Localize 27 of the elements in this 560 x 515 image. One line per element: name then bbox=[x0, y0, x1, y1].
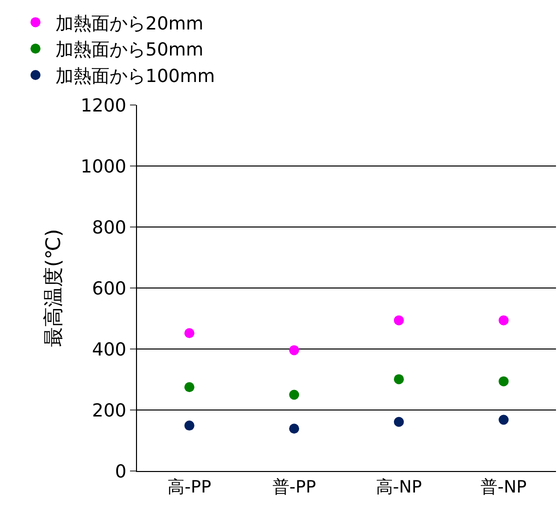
legend-label: 加熱面から100mm bbox=[55, 66, 215, 88]
point bbox=[394, 374, 404, 384]
point bbox=[184, 382, 194, 392]
y-tick-label: 200 bbox=[92, 400, 126, 422]
x-tick-label: 高-NP bbox=[376, 477, 422, 498]
point bbox=[394, 315, 404, 326]
point bbox=[498, 315, 509, 326]
legend-label: 加熱面から20mm bbox=[55, 13, 204, 34]
y-tick-label: 600 bbox=[92, 278, 126, 300]
point bbox=[184, 328, 194, 338]
point bbox=[498, 376, 509, 386]
point bbox=[289, 390, 300, 400]
point bbox=[184, 420, 194, 431]
x-tick-label: 普-PP bbox=[272, 477, 316, 498]
x-tick-label: 普-NP bbox=[480, 477, 527, 498]
y-axis-title: 最高温度(℃) bbox=[41, 228, 66, 348]
y-tick-label: 0 bbox=[114, 461, 126, 482]
point bbox=[498, 414, 509, 425]
legend-label: 加熱面から50mm bbox=[55, 40, 204, 61]
y-tick-label: 800 bbox=[92, 217, 126, 238]
x-tick-label: 高-PP bbox=[168, 477, 212, 498]
point bbox=[394, 416, 404, 427]
y-tick-label: 400 bbox=[92, 339, 126, 360]
point bbox=[289, 424, 300, 434]
y-tick-label: 1200 bbox=[80, 95, 126, 116]
y-tick-label: 1000 bbox=[80, 156, 126, 178]
point bbox=[289, 345, 300, 356]
